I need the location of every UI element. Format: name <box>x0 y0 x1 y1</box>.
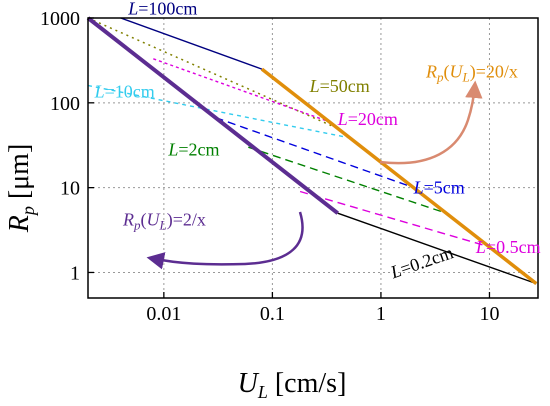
x-tick-label: 0.01 <box>146 303 181 325</box>
x-tick-label: 1 <box>376 303 386 325</box>
annotation-L100: L=100cm <box>127 0 197 18</box>
x-axis-label-unit: [cm/s] <box>268 368 347 399</box>
series-line-L0.2 <box>337 212 537 285</box>
annotation-L50: L=50cm <box>309 76 370 96</box>
y-tick-label: 10 <box>60 178 80 200</box>
y-tick-label: 100 <box>50 93 80 115</box>
y-tick-label: 1 <box>70 262 80 284</box>
annotation-L5: L=5cm <box>413 178 465 198</box>
x-axis-label-main: U <box>238 368 260 399</box>
annotations: L=100cm L=50cm L=20cm L=10cm L=5cm L=2cm L=0.5… <box>94 0 541 283</box>
series-group <box>86 16 538 285</box>
series-line-L20 <box>153 58 329 123</box>
series-line-L100 <box>120 17 263 70</box>
x-axis-label-sub: L <box>257 382 268 402</box>
annotation-L20: L=20cm <box>337 109 398 129</box>
series-line-Rp20 <box>260 67 538 285</box>
annotation-L0.2: L=0.2cm <box>387 242 456 282</box>
annotation-L0.5: L=0.5cm <box>475 237 541 257</box>
arrow-rp2 <box>146 211 304 270</box>
series-line-L10 <box>87 84 353 140</box>
annotation-Rp20: Rp(UL)=20/x <box>425 61 518 84</box>
y-axis-label: Rp [μm] <box>4 144 38 234</box>
x-tick-label: 10 <box>479 303 499 325</box>
series-line-L2 <box>248 146 447 214</box>
y-tick-label: 1000 <box>40 8 80 30</box>
arrow-rp20 <box>379 80 483 165</box>
series-line-L0.5 <box>299 190 490 248</box>
ticks: 0.01 0.1 1 10 1 10 100 1000 <box>40 8 499 325</box>
arrows <box>146 80 483 270</box>
y-axis-label-sub: p <box>18 206 38 217</box>
annotation-L10: L=10cm <box>94 82 155 102</box>
y-axis-label-unit: [μm] <box>4 144 35 206</box>
y-axis-label-main: R <box>4 215 35 233</box>
plot-frame <box>87 17 539 299</box>
annotation-Rp2: Rp(UL)=2/x <box>122 209 206 232</box>
annotation-L2: L=2cm <box>167 139 219 159</box>
x-axis-label: UL [cm/s] <box>238 368 347 402</box>
x-tick-label: 0.1 <box>260 303 285 325</box>
series-line-Rp2 <box>86 16 339 215</box>
series-line-L5 <box>215 116 414 189</box>
